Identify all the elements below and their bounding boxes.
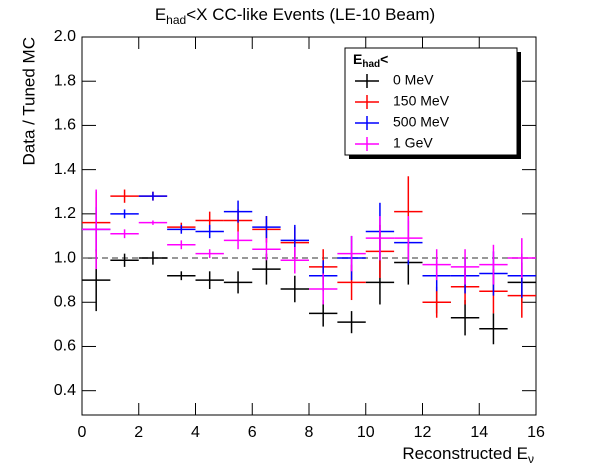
legend-title: Ehad< — [353, 51, 388, 70]
x-tick-label: 16 — [527, 424, 545, 441]
x-tick-label: 6 — [248, 424, 257, 441]
legend-label: 0 MeV — [393, 72, 434, 88]
x-tick-label: 12 — [414, 424, 432, 441]
x-tick-label: 10 — [357, 424, 375, 441]
x-tick-label: 2 — [134, 424, 143, 441]
series-3 — [82, 189, 536, 305]
y-tick-label: 1.2 — [54, 205, 76, 222]
y-tick-label: 0.8 — [54, 293, 76, 310]
y-tick-label: 2.0 — [54, 28, 76, 45]
x-tick-label: 4 — [191, 424, 200, 441]
legend-label: 1 GeV — [393, 135, 433, 151]
y-tick-label: 1.0 — [54, 249, 76, 266]
y-tick-label: 0.6 — [54, 338, 76, 355]
chart-title: Ehad<X CC-like Events (LE-10 Beam) — [155, 5, 435, 27]
x-label-sub: ν — [528, 452, 534, 466]
legend-label: 500 MeV — [393, 114, 450, 130]
title-sub: had — [166, 13, 186, 27]
y-tick-label: 1.8 — [54, 72, 76, 89]
x-axis-label: Reconstructed Eν — [402, 444, 534, 466]
legend-title-rest: < — [380, 51, 388, 67]
y-tick-label: 1.6 — [54, 117, 76, 134]
legend-title-base: E — [353, 51, 362, 67]
x-tick-label: 8 — [305, 424, 314, 441]
title-base: E — [155, 5, 166, 24]
y-tick-label: 1.4 — [54, 161, 76, 178]
title-rest: <X CC-like Events (LE-10 Beam) — [186, 5, 435, 24]
y-axis-label: Data / Tuned MC — [19, 37, 38, 166]
legend-title-sub: had — [362, 59, 380, 70]
legend-label: 150 MeV — [393, 93, 450, 109]
x-tick-label: 14 — [470, 424, 488, 441]
x-label-base: Reconstructed E — [402, 444, 528, 463]
y-tick-label: 0.4 — [54, 382, 76, 399]
x-tick-label: 0 — [78, 424, 87, 441]
